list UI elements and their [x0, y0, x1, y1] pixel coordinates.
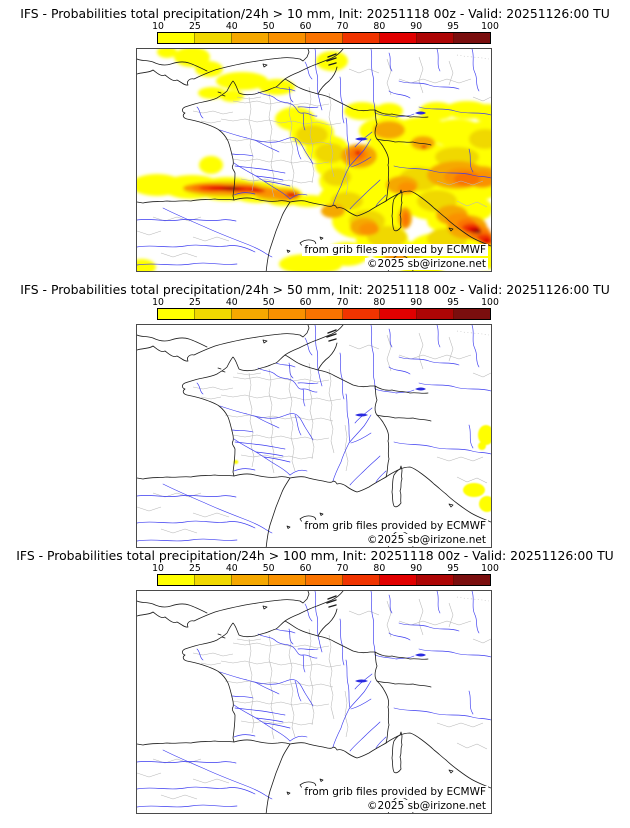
- tick-label: 70: [336, 563, 349, 574]
- tick-label: 70: [336, 297, 349, 308]
- map-france-50mm: from grib files provided by ECMWF ©2025 …: [136, 324, 492, 548]
- tick-label: 50: [262, 297, 275, 308]
- tick-label: 10: [152, 297, 164, 308]
- colorbar-segment: [232, 33, 269, 43]
- tick-label: 40: [225, 21, 238, 32]
- colorbar-segment: [417, 575, 454, 585]
- colorbar-segment: [417, 33, 454, 43]
- tick-label: 40: [225, 297, 238, 308]
- colorbar-segment: [380, 575, 417, 585]
- tick-label: 80: [373, 297, 386, 308]
- colorbar: [157, 574, 491, 586]
- colorbar-segment: [158, 33, 195, 43]
- tick-label: 80: [373, 21, 386, 32]
- colorbar-segment: [269, 309, 306, 319]
- colorbar: [157, 32, 491, 44]
- france-map-svg: [137, 49, 491, 271]
- colorbar-segment: [195, 309, 232, 319]
- colorbar-segment: [380, 309, 417, 319]
- tick-label: 70: [336, 21, 349, 32]
- tick-label: 60: [299, 21, 312, 32]
- colorbar-segment: [232, 309, 269, 319]
- colorbar-segment: [343, 309, 380, 319]
- colorbar-segment: [380, 33, 417, 43]
- tick-label: 95: [447, 297, 460, 308]
- colorbar-ticks: 10 25 40 50 60 70 80 90 95 100: [152, 21, 499, 32]
- precip-probability-overlay: [233, 425, 491, 512]
- tick-label: 40: [225, 563, 238, 574]
- colorbar-ticks: 10 25 40 50 60 70 80 90 95 100: [152, 563, 499, 574]
- tick-label: 10: [152, 21, 164, 32]
- tick-label: 60: [299, 563, 312, 574]
- panel-10mm: IFS - Probabilities total precipitation/…: [0, 0, 630, 276]
- colorbar-segment: [269, 575, 306, 585]
- tick-label: 50: [262, 21, 275, 32]
- panel-title: IFS - Probabilities total precipitation/…: [20, 6, 610, 21]
- panel-title: IFS - Probabilities total precipitation/…: [20, 282, 610, 297]
- tick-label: 95: [447, 563, 460, 574]
- colorbar-segment: [306, 33, 343, 43]
- map-france-10mm: from grib files provided by ECMWF ©2025 …: [136, 48, 492, 272]
- colorbar-segment: [343, 575, 380, 585]
- colorbar-ticks: 10 25 40 50 60 70 80 90 95 100: [152, 297, 499, 308]
- colorbar-segment: [158, 309, 195, 319]
- colorbar-segment: [195, 33, 232, 43]
- colorbar-segment: [454, 309, 490, 319]
- attribution-ecmwf: from grib files provided by ECMWF: [302, 244, 488, 256]
- tick-label: 10: [152, 563, 164, 574]
- tick-label: 25: [188, 21, 201, 32]
- map-france-100mm: from grib files provided by ECMWF ©2025 …: [136, 590, 492, 814]
- colorbar: [157, 308, 491, 320]
- tick-label: 100: [481, 297, 499, 308]
- france-map-svg: [137, 591, 491, 813]
- colorbar-segment: [454, 575, 490, 585]
- colorbar-segment: [306, 309, 343, 319]
- tick-label: 100: [481, 21, 499, 32]
- colorbar-segment: [232, 575, 269, 585]
- colorbar-segment: [417, 309, 454, 319]
- attribution-copyright: ©2025 sb@irizone.net: [365, 258, 488, 270]
- colorbar-segment: [306, 575, 343, 585]
- tick-label: 90: [410, 297, 423, 308]
- attribution-ecmwf: from grib files provided by ECMWF: [302, 520, 488, 532]
- france-map-svg: [137, 325, 491, 547]
- panel-title: IFS - Probabilities total precipitation/…: [16, 548, 614, 563]
- tick-label: 90: [410, 563, 423, 574]
- tick-label: 80: [373, 563, 386, 574]
- colorbar-segment: [195, 575, 232, 585]
- tick-label: 25: [188, 563, 201, 574]
- colorbar-segment: [454, 33, 490, 43]
- tick-label: 25: [188, 297, 201, 308]
- tick-label: 100: [481, 563, 499, 574]
- colorbar-segment: [343, 33, 380, 43]
- tick-label: 95: [447, 21, 460, 32]
- tick-label: 60: [299, 297, 312, 308]
- colorbar-segment: [269, 33, 306, 43]
- attribution-ecmwf: from grib files provided by ECMWF: [302, 786, 488, 798]
- tick-label: 90: [410, 21, 423, 32]
- tick-label: 50: [262, 563, 275, 574]
- panel-100mm: IFS - Probabilities total precipitation/…: [0, 542, 630, 818]
- attribution-copyright: ©2025 sb@irizone.net: [365, 534, 488, 546]
- panel-50mm: IFS - Probabilities total precipitation/…: [0, 276, 630, 552]
- attribution-copyright: ©2025 sb@irizone.net: [365, 800, 488, 812]
- colorbar-segment: [158, 575, 195, 585]
